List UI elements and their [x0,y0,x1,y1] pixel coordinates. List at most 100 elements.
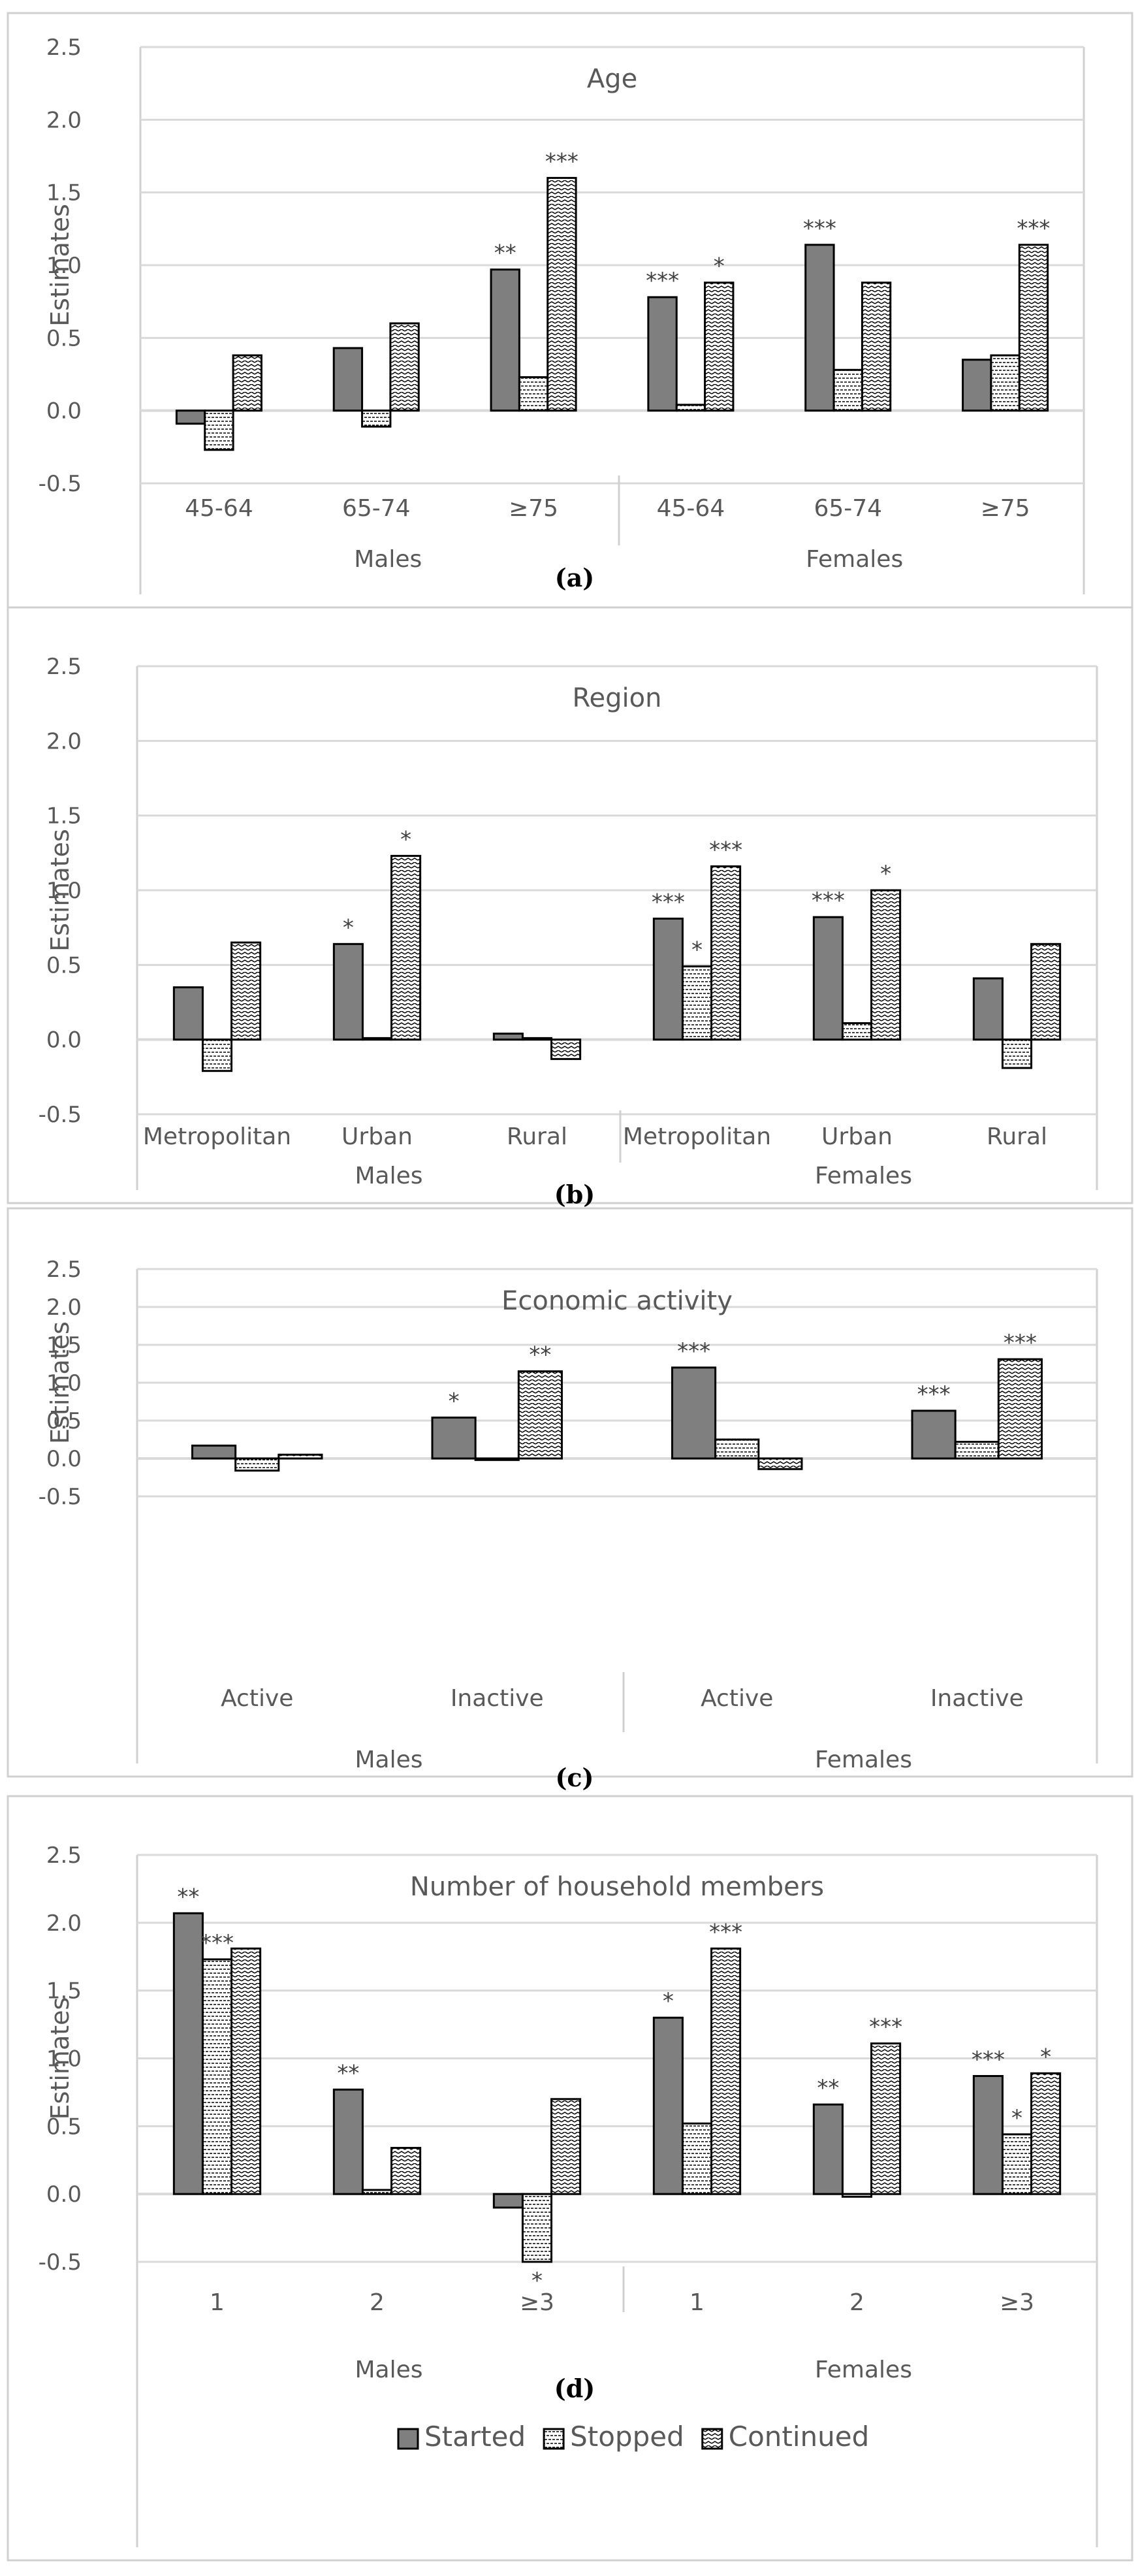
y-tick-label: -0.5 [39,471,82,497]
significance-label: * [449,1388,460,1414]
bar-continued [997,1358,1043,1460]
bar-continued [1030,942,1062,1041]
chart-panel-1: 2.5 2.0 1.5 1.0 0.5 0.0 -0.5 Estimates Age 45-64 6… [7,12,1133,609]
significance-label: * [880,861,891,887]
bar-stopped [832,368,863,412]
bar-started [972,977,1004,1041]
bar-started [492,2193,524,2209]
y-tick-label: 2.5 [46,1843,82,1869]
x-category-label: Inactive [930,1685,1024,1712]
significance-label: *** [972,2046,1005,2072]
panel-frame [7,1207,1133,1778]
y-axis-label: Estimates [46,829,74,952]
bar-continued [710,1947,742,2195]
x-category-label: 45-64 [657,495,725,522]
chart-title: Number of household members [410,1872,824,1902]
bar-continued [230,941,262,1041]
bar-stopped [474,1457,520,1461]
significance-label: * [1040,2044,1051,2070]
group-label-males: Males [354,546,422,573]
y-tick-label: 0.0 [46,398,82,425]
significance-label: *** [869,2014,902,2040]
bar-continued [390,2147,422,2195]
panel-frame [7,606,1133,1204]
y-tick-label: 0.5 [46,325,82,351]
y-tick-label: -0.5 [39,1484,82,1510]
bar-continued [232,354,262,412]
bar-stopped [841,1022,873,1041]
significance-label: *** [1004,1330,1037,1356]
bar-started [431,1416,477,1460]
bar-stopped [201,1038,233,1072]
subfigure-label: (d) [554,2374,595,2403]
bar-started [191,1444,237,1460]
y-axis-label: Estimates [46,1997,74,2120]
bar-started [652,917,684,1041]
bar-stopped [521,2193,553,2263]
significance-label: *** [709,1919,742,1945]
bar-stopped [954,1440,1000,1460]
x-category-label: 2 [370,2289,385,2316]
legend-swatch-stopped [543,2428,565,2450]
x-category-label: Urban [821,1123,893,1150]
y-tick-label: 0.0 [46,2182,82,2208]
significance-label: *** [545,148,578,174]
y-axis-label: Estimates [46,204,74,327]
bar-started [332,2088,364,2195]
y-tick-label: 0.0 [46,1446,82,1472]
subfigure-label: (c) [555,1763,594,1792]
bar-stopped [204,410,234,451]
y-axis-label: Estimates [46,1321,74,1444]
significance-label: ** [494,240,516,266]
y-tick-label: 1.5 [46,1332,82,1359]
bar-started [332,347,364,412]
bar-continued [277,1453,323,1460]
group-label-females: Females [815,1747,912,1773]
bar-stopped [1001,2133,1033,2195]
x-category-label: Inactive [451,1685,544,1712]
significance-label: * [343,914,354,941]
bar-stopped [234,1457,280,1472]
subfigure-label: (a) [555,563,595,592]
x-category-label: 65-74 [342,495,411,522]
y-tick-label: 2.0 [46,107,82,133]
bar-continued [230,1947,262,2195]
bar-continued [870,889,902,1041]
bar-started [911,1409,957,1460]
significance-label: *** [652,889,685,915]
bar-stopped [841,2193,873,2198]
bar-stopped [521,1037,553,1041]
legend-label-stopped: Stopped [570,2421,684,2453]
chart-panel-3: 2.5 2.0 1.5 1.0 0.5 0.0 -0.5 Estimates Economic … [7,1207,1133,1792]
y-tick-label: 1.5 [46,803,82,829]
bar-started [175,410,206,425]
x-category-label: 1 [210,2289,225,2316]
chart-title: Economic activity [501,1286,733,1316]
x-category-label: ≥3 [520,2289,554,2316]
bar-started [172,1912,204,2195]
y-tick-label: 2.0 [46,1910,82,1937]
significance-label: * [663,1988,674,2014]
bar-started [647,296,678,412]
bar-continued [870,2042,902,2195]
group-label-females: Females [815,2357,912,2383]
bar-stopped [990,354,1021,412]
x-category-label: Urban [341,1123,413,1150]
bar-continued [389,322,420,412]
x-category-label: ≥75 [981,495,1030,522]
y-tick-label: 2.5 [46,1257,82,1283]
y-tick-label: 2.5 [46,35,82,61]
bar-continued [1018,244,1049,412]
bar-stopped [361,2189,393,2195]
x-category-label: Active [701,1685,773,1712]
significance-label: *** [200,1930,234,1956]
bar-stopped [714,1438,760,1460]
bar-continued [861,282,892,412]
x-category-label: Active [221,1685,293,1712]
bar-stopped [361,1037,393,1041]
significance-label: *** [677,1338,710,1364]
bar-continued [546,176,577,412]
bar-continued [550,2098,582,2195]
y-tick-label: 1.0 [46,2046,82,2072]
bar-started [332,942,364,1041]
